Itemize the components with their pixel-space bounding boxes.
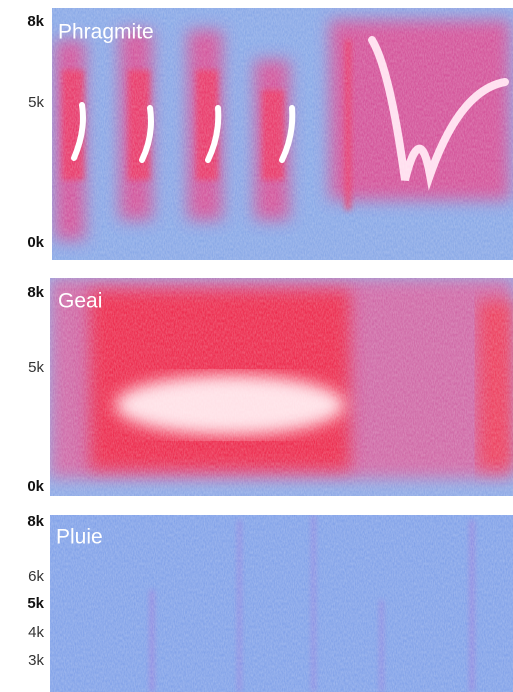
axis-label: 4k [28, 624, 44, 641]
axis-label: 0k [27, 234, 44, 251]
spectrogram-figure: 8k 5k 0k Phragmite 8k 5k 0k Geai 8k 6k 5… [0, 0, 513, 692]
axis-label: 8k [27, 284, 44, 301]
panel-label: Phragmite [58, 21, 154, 44]
panel-label: Geai [58, 290, 102, 313]
axis-label: 8k [27, 513, 44, 530]
axis-label: 6k [28, 568, 44, 585]
spectrogram-pluie [50, 515, 513, 692]
axis-label: 5k [28, 359, 44, 376]
axis-label: 0k [27, 478, 44, 495]
axis-label: 8k [27, 13, 44, 30]
spectrogram-phragmite [52, 8, 513, 260]
panel-label: Pluie [56, 526, 103, 549]
axis-label: 5k [27, 595, 44, 612]
axis-label: 5k [28, 94, 44, 111]
axis-label: 3k [28, 652, 44, 669]
spectrogram-geai [50, 278, 513, 496]
